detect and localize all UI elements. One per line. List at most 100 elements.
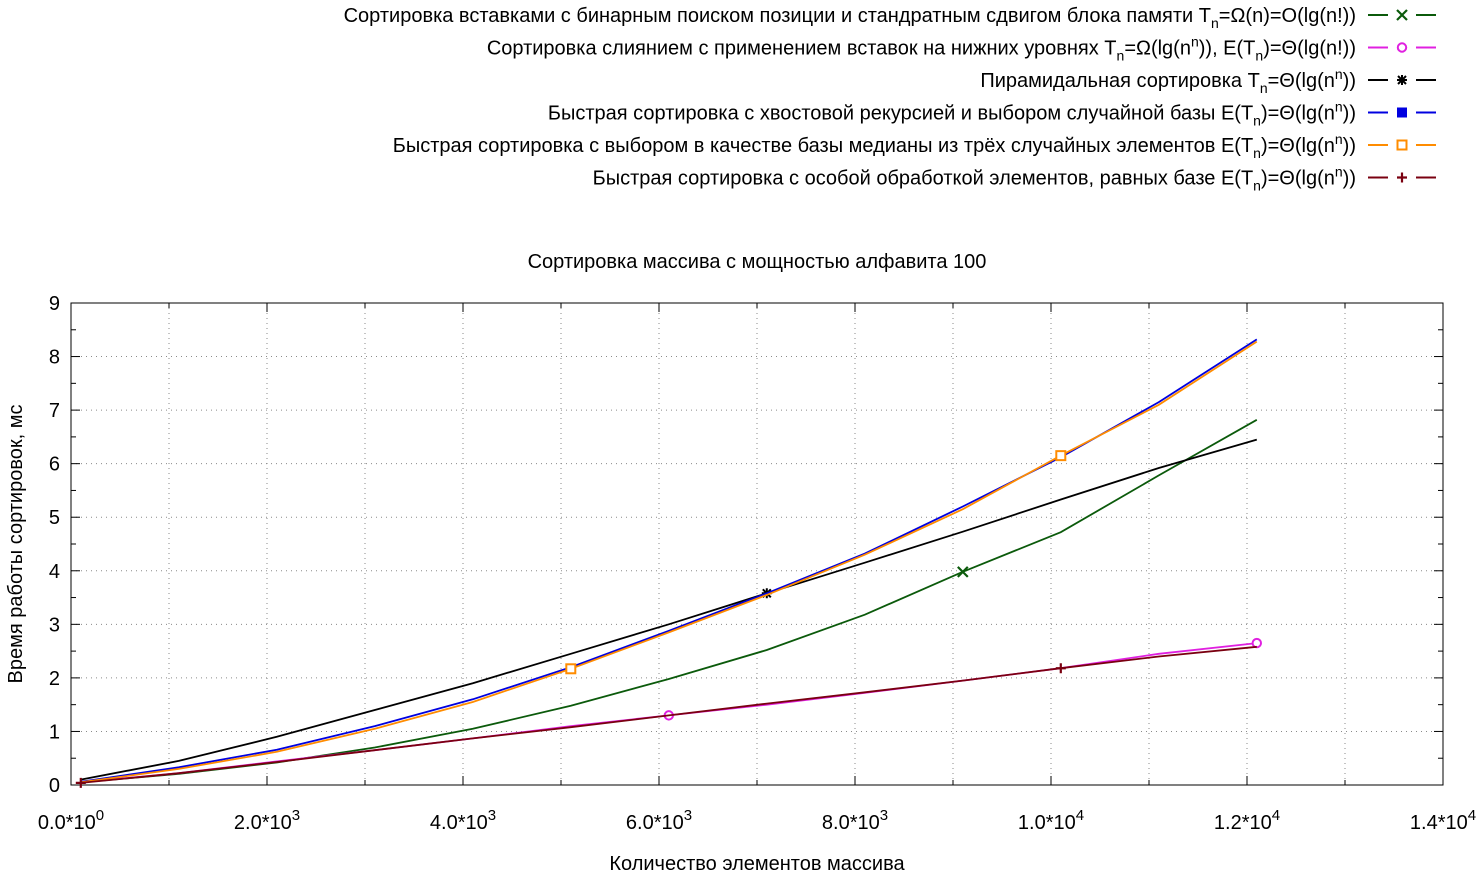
- y-tick-label: 0: [49, 775, 60, 797]
- legend-entry: Быстрая сортировка с особой обработкой э…: [593, 164, 1436, 194]
- legend-text: n: [1335, 164, 1343, 180]
- x-tick-times: *10: [66, 812, 96, 834]
- series-line: [80, 438, 1258, 781]
- y-tick-label: 1: [49, 721, 60, 743]
- series-2: [80, 637, 1263, 784]
- legend-text: =Ω(lg(n: [1124, 38, 1191, 60]
- legend-text: n: [1117, 48, 1125, 64]
- y-tick-label: 9: [49, 293, 60, 315]
- y-tick-label: 7: [49, 400, 60, 422]
- x-tick-mantissa: 2.0: [234, 812, 262, 834]
- legend-text: =Ω(n)=O(lg(n!)): [1219, 5, 1356, 27]
- legend-marker: [1396, 139, 1408, 151]
- x-tick-mantissa: 4.0: [430, 812, 458, 834]
- series-point: [1055, 450, 1067, 462]
- y-tick-label: 8: [49, 347, 60, 369]
- legend-text: Быстрая сортировка с хвостовой рекурсией…: [548, 103, 1253, 125]
- y-tick-label: 5: [49, 507, 60, 529]
- legend-text: n: [1260, 80, 1268, 96]
- x-tick-mantissa: 8.0: [822, 812, 850, 834]
- series-layer: [75, 338, 1263, 788]
- x-tick-label: 1.0*104: [1018, 807, 1084, 834]
- series-3: [80, 438, 1258, 781]
- series-point: [1055, 663, 1066, 674]
- legend-entry: Сортировка слиянием с применением вставо…: [487, 34, 1436, 64]
- legend: Сортировка вставками с бинарным поиском …: [344, 5, 1436, 194]
- series-line: [80, 419, 1258, 784]
- x-axis-label: Количество элементов массива: [609, 853, 905, 873]
- legend-text: Сортировка слиянием с применением вставо…: [487, 38, 1117, 60]
- legend-label: Сортировка слиянием с применением вставо…: [487, 34, 1356, 64]
- x-tick-mantissa: 6.0: [626, 812, 654, 834]
- legend-label: Быстрая сортировка с особой обработкой э…: [593, 164, 1356, 194]
- x-tick-label: 1.2*104: [1214, 807, 1280, 834]
- x-tick-times: *10: [654, 812, 684, 834]
- y-axis-label: Время работы сортировок, мс: [5, 405, 27, 684]
- x-tick-mantissa: 1.2: [1214, 812, 1242, 834]
- legend-text: )): [1343, 168, 1356, 190]
- legend-marker: [1397, 75, 1407, 85]
- y-tick-label: 6: [49, 454, 60, 476]
- x-tick-label: 8.0*103: [822, 807, 888, 834]
- legend-marker: [1397, 172, 1407, 183]
- legend-text: )=Θ(lg(n: [1261, 103, 1335, 125]
- x-tick-exponent: 3: [292, 807, 300, 824]
- x-tick-times: *10: [1438, 812, 1468, 834]
- x-tick-times: *10: [850, 812, 880, 834]
- x-tick-times: *10: [262, 812, 292, 834]
- legend-label: Быстрая сортировка с выбором в качестве …: [393, 131, 1356, 161]
- legend-text: )=Θ(lg(n!)): [1263, 38, 1356, 60]
- x-tick-times: *10: [1046, 812, 1076, 834]
- legend-marker: [1396, 42, 1408, 53]
- x-tick-exponent: 0: [96, 807, 104, 824]
- legend-text: )): [1343, 70, 1356, 92]
- legend-text: )=Θ(lg(n: [1261, 168, 1335, 190]
- legend-text: )), E(T: [1199, 38, 1256, 60]
- series-point: [957, 566, 969, 578]
- x-tick-label: 4.0*103: [430, 807, 496, 834]
- legend-entry: Пирамидальная сортировка Tn=Θ(lg(nn)): [980, 66, 1436, 96]
- series-5: [80, 340, 1258, 784]
- legend-label: Сортировка вставками с бинарным поиском …: [344, 5, 1356, 31]
- legend-marker: [1396, 9, 1408, 21]
- series-line: [80, 645, 1257, 784]
- legend-text: )=Θ(lg(n: [1261, 135, 1335, 157]
- x-tick-exponent: 4: [1076, 807, 1084, 824]
- series-point: [565, 663, 577, 675]
- legend-text: Пирамидальная сортировка T: [980, 70, 1259, 92]
- x-tick-label: 1.4*104: [1410, 807, 1476, 834]
- x-tick-times: *10: [1242, 812, 1272, 834]
- x-tick-exponent: 3: [880, 807, 888, 824]
- x-tick-exponent: 3: [684, 807, 692, 824]
- x-tick-times: *10: [458, 812, 488, 834]
- x-tick-label: 0.0*100: [38, 807, 104, 834]
- legend-text: n: [1253, 178, 1261, 194]
- legend-entry: Сортировка вставками с бинарным поиском …: [344, 5, 1436, 31]
- series-point: [75, 777, 86, 788]
- x-tick-label: 6.0*103: [626, 807, 692, 834]
- legend-label: Быстрая сортировка с хвостовой рекурсией…: [548, 99, 1356, 129]
- y-tick-label: 4: [49, 561, 60, 583]
- x-tick-exponent: 4: [1272, 807, 1280, 824]
- grid-lines: [71, 303, 1443, 785]
- legend-text: n: [1335, 131, 1343, 147]
- legend-text: =Θ(lg(n: [1268, 70, 1335, 92]
- x-tick-mantissa: 0.0: [38, 812, 66, 834]
- legend-text: n: [1335, 66, 1343, 82]
- legend-text: n: [1191, 34, 1199, 50]
- legend-label: Пирамидальная сортировка Tn=Θ(lg(nn)): [980, 66, 1356, 96]
- x-tick-label: 2.0*103: [234, 807, 300, 834]
- legend-text: )): [1343, 103, 1356, 125]
- series-6: [75, 645, 1257, 788]
- series-1: [80, 419, 1258, 784]
- chart-title: Сортировка массива с мощностью алфавита …: [528, 251, 987, 273]
- legend-text: n: [1253, 113, 1261, 129]
- legend-entry: Быстрая сортировка с выбором в качестве …: [393, 131, 1436, 161]
- legend-text: n: [1253, 145, 1261, 161]
- series-point: [1251, 637, 1263, 649]
- legend-entry: Быстрая сортировка с хвостовой рекурсией…: [548, 99, 1436, 129]
- x-tick-exponent: 3: [488, 807, 496, 824]
- x-tick-exponent: 4: [1468, 807, 1476, 824]
- legend-text: Сортировка вставками с бинарным поиском …: [344, 5, 1211, 27]
